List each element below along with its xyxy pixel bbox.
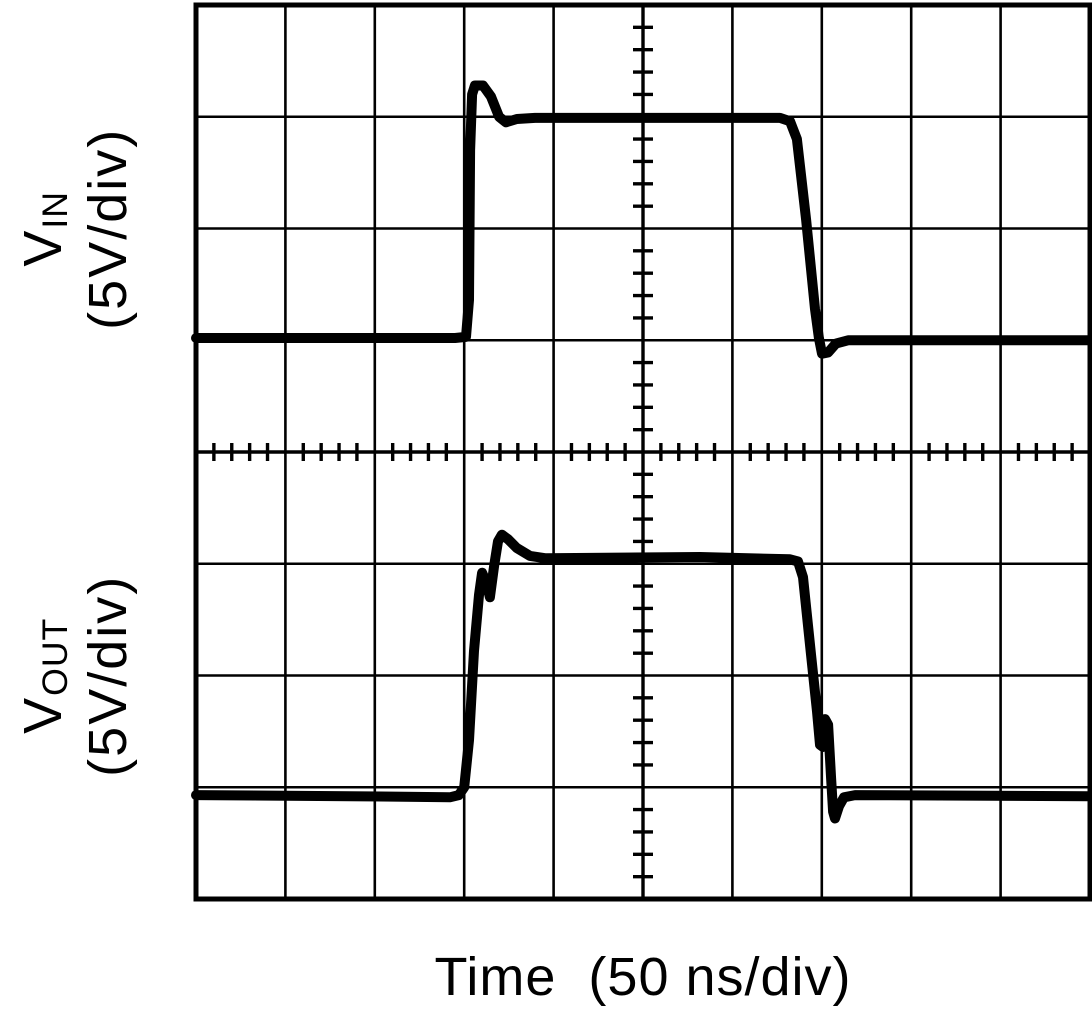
vin-trace — [191, 80, 1092, 359]
plot-border — [193, 2, 1092, 902]
time-axis-label: Time (50 ns/div) — [434, 947, 852, 1007]
vout-trace — [191, 529, 1092, 824]
